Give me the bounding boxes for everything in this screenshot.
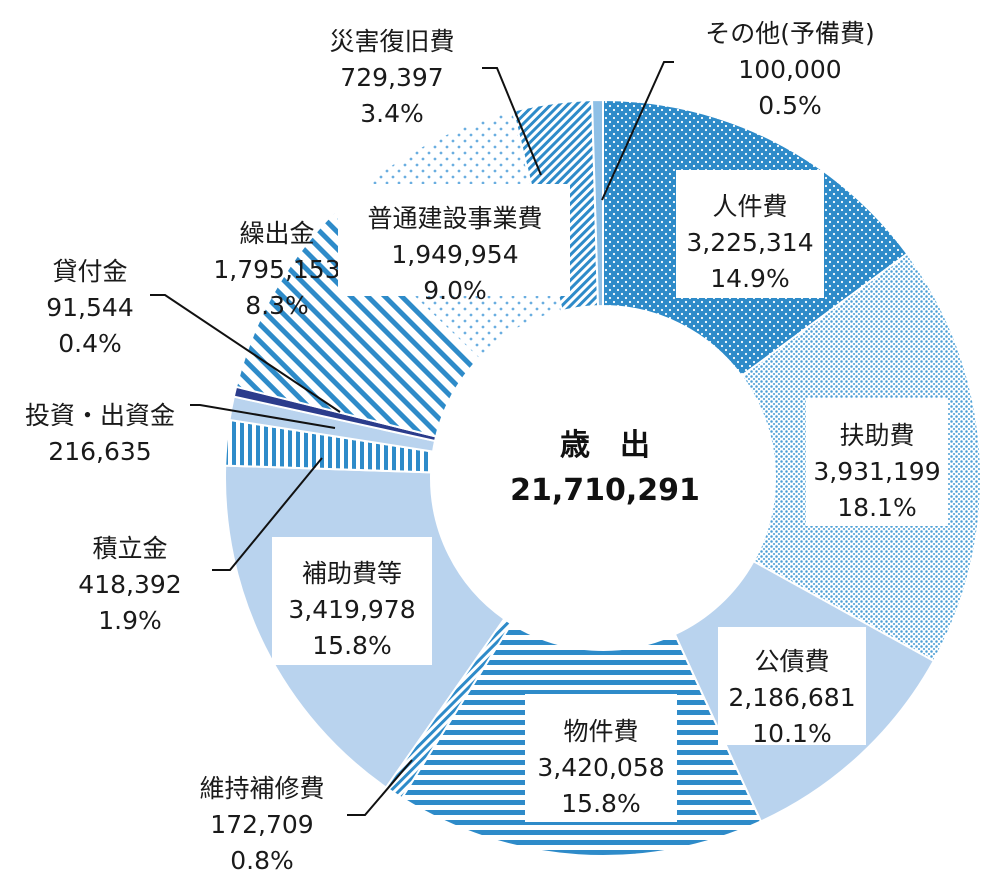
slice-name-investment: 投資・出資金 bbox=[25, 401, 175, 430]
slice-name-reserves: 積立金 bbox=[92, 534, 167, 563]
slice-name-disaster-recovery: 災害復旧費 bbox=[329, 27, 454, 56]
slice-value-construction: 1,949,954 bbox=[391, 240, 518, 269]
slice-name-maintenance: 維持補修費 bbox=[199, 774, 324, 803]
slice-name-construction: 普通建設事業費 bbox=[367, 204, 542, 233]
slice-other-reserve bbox=[591, 98, 604, 308]
slice-name-debt-service: 公債費 bbox=[754, 647, 829, 676]
slice-percent-transfers: 8.3% bbox=[245, 291, 309, 320]
slice-name-supplies: 物件費 bbox=[563, 717, 638, 746]
label-box-construction bbox=[338, 184, 570, 296]
label-box-supplies bbox=[525, 694, 677, 822]
slice-value-reserves: 418,392 bbox=[78, 570, 181, 599]
label-box-personnel bbox=[676, 170, 824, 298]
label-box-debt-service bbox=[718, 627, 866, 745]
slice-value-investment: 216,635 bbox=[48, 437, 151, 466]
slice-name-loans: 貸付金 bbox=[52, 257, 127, 286]
slice-labels: 人件費 3,225,314 14.9% 扶助費 3,931,199 18.1% 公債費 2,1… bbox=[25, 19, 948, 875]
slice-percent-reserves: 1.9% bbox=[98, 606, 162, 635]
slice-percent-loans: 0.4% bbox=[58, 329, 122, 358]
center-label: 歳 出 21,710,291 bbox=[510, 428, 700, 508]
leader-line-reserves bbox=[212, 457, 323, 571]
slice-percent-disaster-recovery: 3.4% bbox=[360, 99, 424, 128]
slice-percent-assistance: 18.1% bbox=[837, 493, 916, 522]
center-title: 歳 出 bbox=[560, 428, 650, 463]
label-box-subsidies bbox=[272, 537, 432, 665]
leader-line-investment bbox=[190, 404, 336, 429]
slice-percent-other-reserve: 0.5% bbox=[758, 91, 822, 120]
leader-line-maintenance bbox=[347, 759, 413, 816]
slice-value-subsidies: 3,419,978 bbox=[288, 595, 415, 624]
slice-name-personnel: 人件費 bbox=[712, 192, 787, 221]
label-box-assistance bbox=[806, 398, 948, 526]
leader-line-other-reserve bbox=[601, 61, 674, 201]
slice-percent-personnel: 14.9% bbox=[710, 264, 789, 293]
center-total: 21,710,291 bbox=[510, 473, 700, 508]
slice-percent-supplies: 15.8% bbox=[561, 789, 640, 818]
slice-value-personnel: 3,225,314 bbox=[686, 228, 813, 257]
slice-percent-construction: 9.0% bbox=[423, 276, 487, 305]
slice-name-other-reserve: その他(予備費) bbox=[705, 19, 875, 48]
slice-value-assistance: 3,931,199 bbox=[813, 457, 940, 486]
slice-value-loans: 91,544 bbox=[46, 293, 133, 322]
slice-value-debt-service: 2,186,681 bbox=[728, 683, 855, 712]
slice-value-other-reserve: 100,000 bbox=[738, 55, 841, 84]
leader-lines bbox=[150, 61, 674, 816]
leader-line-loans bbox=[150, 294, 341, 413]
slice-value-supplies: 3,420,058 bbox=[537, 753, 664, 782]
leader-line-disaster-recovery bbox=[482, 67, 542, 176]
slice-percent-maintenance: 0.8% bbox=[230, 846, 294, 875]
slice-value-maintenance: 172,709 bbox=[210, 810, 313, 839]
slice-value-transfers: 1,795,153 bbox=[213, 255, 340, 284]
slice-name-assistance: 扶助費 bbox=[839, 421, 914, 450]
slice-name-transfers: 繰出金 bbox=[239, 219, 314, 248]
slice-name-subsidies: 補助費等 bbox=[302, 559, 402, 588]
slice-value-disaster-recovery: 729,397 bbox=[340, 63, 443, 92]
slice-percent-subsidies: 15.8% bbox=[312, 631, 391, 660]
slice-percent-debt-service: 10.1% bbox=[752, 719, 831, 748]
